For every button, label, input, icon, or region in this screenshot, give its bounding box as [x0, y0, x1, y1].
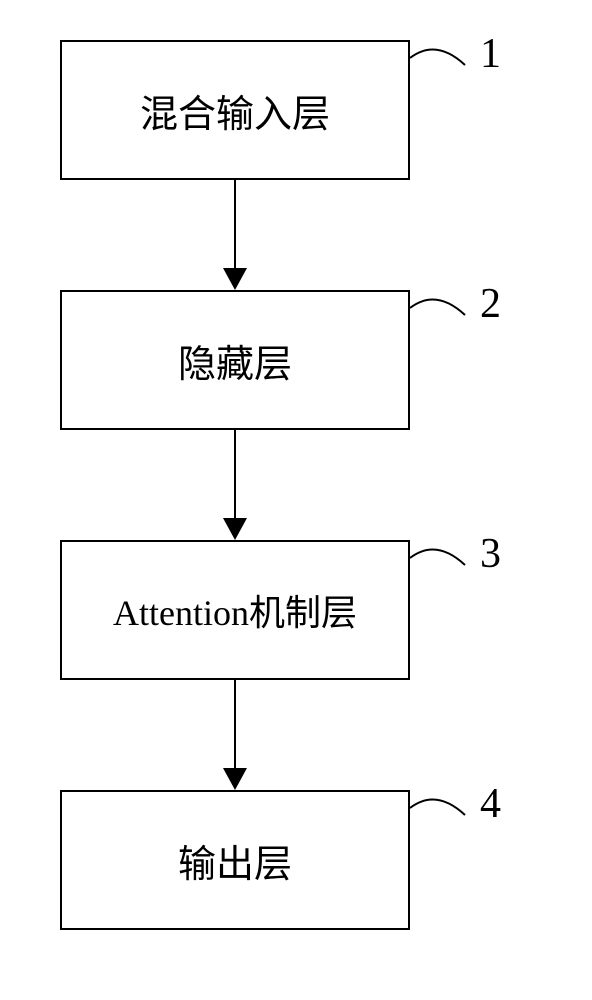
callout-number: 3	[480, 530, 501, 578]
flowchart-node: 混合输入层	[60, 40, 410, 180]
flowchart-node: Attention机制层	[60, 540, 410, 680]
callout-number: 4	[480, 780, 501, 828]
flowchart-node: 隐藏层	[60, 290, 410, 430]
callout-number: 1	[480, 30, 501, 78]
callout-line	[410, 540, 490, 590]
node-label: Attention机制层	[113, 584, 357, 636]
callout-line	[410, 290, 490, 340]
callout-line	[410, 790, 490, 840]
flowchart-arrow	[233, 680, 237, 790]
flowchart-node: 输出层	[60, 790, 410, 930]
node-label: 混合输入层	[140, 83, 330, 138]
flowchart-arrow	[233, 430, 237, 540]
node-label: 输出层	[178, 833, 292, 888]
callout-line	[410, 40, 490, 90]
flowchart-arrow	[233, 180, 237, 290]
callout-number: 2	[480, 280, 501, 328]
node-label: 隐藏层	[178, 333, 292, 388]
